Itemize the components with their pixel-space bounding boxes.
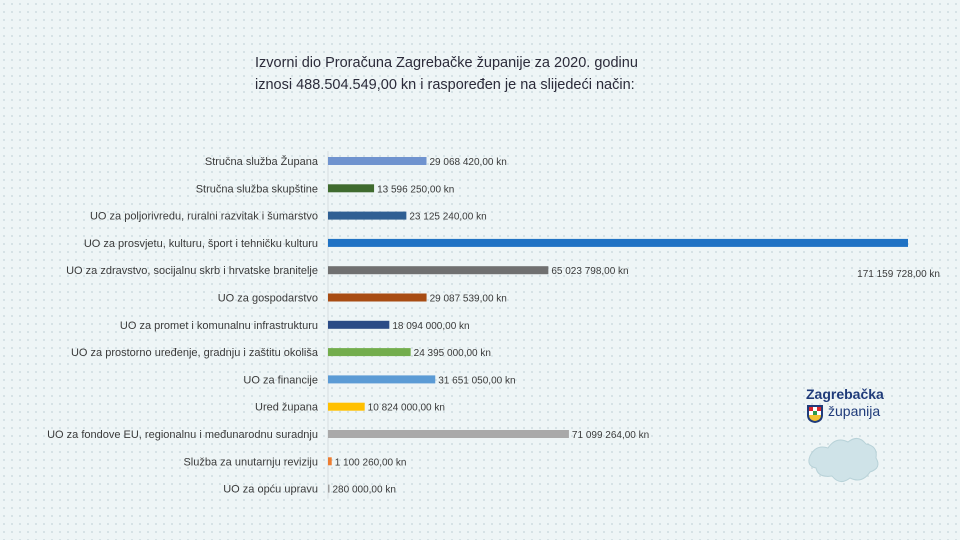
category-label: Služba za unutarnju reviziju [183, 456, 318, 468]
value-label: 29 087 539,00 kn [430, 294, 507, 305]
title-line-2: iznosi 488.504.549,00 kn i raspoređen je… [255, 77, 635, 93]
category-label: UO za prostorno uređenje, gradnju i zašt… [71, 347, 319, 359]
category-label: UO za poljorivredu, ruralni razvitak i š… [90, 211, 318, 223]
bar [328, 238, 908, 247]
value-label: 31 651 050,00 kn [438, 375, 515, 386]
value-label: 24 395 000,00 kn [414, 348, 491, 359]
category-label: UO za opću upravu [223, 484, 318, 496]
bar [328, 484, 330, 493]
value-label: 13 596 250,00 kn [377, 184, 454, 195]
category-label: UO za gospodarstvo [218, 293, 318, 305]
category-label: UO za zdravstvo, socijalnu skrb i hrvats… [66, 265, 318, 277]
category-label: UO za fondove EU, regionalnu i međunarod… [47, 429, 318, 441]
slide-title: Izvorni dio Proračuna Zagrebačke županij… [255, 52, 775, 96]
bar [328, 320, 390, 329]
value-label: 18 094 000,00 kn [392, 321, 469, 332]
zagrebacka-zupanija-logo: Zagrebačka županija [806, 386, 916, 496]
value-label: 23 125 240,00 kn [409, 212, 486, 223]
bar [328, 348, 411, 357]
category-label: UO za promet i komunalnu infrastrukturu [120, 320, 318, 332]
bar [328, 157, 427, 165]
bar [328, 402, 365, 411]
bar [328, 457, 332, 466]
bar [328, 211, 407, 220]
value-label: 1 100 260,00 kn [335, 457, 407, 468]
county-map-icon [808, 438, 879, 482]
coat-of-arms-icon [807, 405, 823, 423]
value-label: 171 159 728,00 kn [857, 269, 940, 280]
category-label: UO za prosvjetu, kulturu, šport i tehnič… [84, 238, 318, 250]
value-label: 71 099 264,00 kn [572, 430, 649, 441]
category-label: UO za financije [243, 374, 318, 386]
category-label: Stručna služba Župana [205, 155, 319, 168]
title-line-1: Izvorni dio Proračuna Zagrebačke županij… [255, 55, 638, 71]
logo-text-line-2: županija [828, 403, 881, 419]
bar [328, 266, 549, 275]
bar [328, 430, 569, 438]
bars-group: Stručna služba Župana 29 068 420,00 kn Str… [47, 151, 940, 499]
category-label: Stručna služba skupštine [196, 183, 318, 195]
value-label: 10 824 000,00 kn [368, 403, 445, 414]
value-label: 280 000,00 kn [333, 485, 396, 496]
value-label: 65 023 798,00 kn [551, 266, 628, 277]
category-label: Ured župana [255, 402, 319, 414]
value-label: 29 068 420,00 kn [430, 157, 507, 168]
bar [328, 293, 427, 302]
bar [328, 184, 375, 193]
bar [328, 375, 436, 384]
logo-text-line-1: Zagrebačka [806, 386, 884, 402]
